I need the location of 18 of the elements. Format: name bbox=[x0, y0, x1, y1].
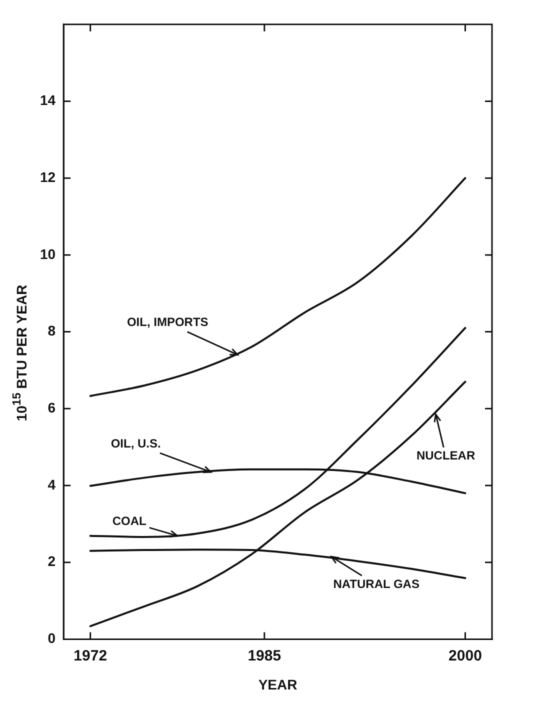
y-tick-label: 12 bbox=[40, 168, 56, 185]
annotation: OIL, U.S. bbox=[110, 436, 161, 450]
y-tick-label: 14 bbox=[40, 92, 56, 108]
annotation: NUCLEAR bbox=[416, 448, 476, 463]
y-tick-label: 2 bbox=[48, 553, 56, 570]
y-tick-label: 10 bbox=[40, 246, 56, 262]
y-tick-label: 0 bbox=[48, 630, 56, 646]
line-series bbox=[89, 177, 466, 397]
x-tick-label: 1972 bbox=[74, 647, 108, 664]
y-tick-label: 6 bbox=[48, 400, 56, 416]
annotation: NATURAL GAS bbox=[333, 576, 420, 591]
x-axis-title: YEAR bbox=[258, 676, 298, 692]
y-tick-label: 4 bbox=[48, 476, 56, 492]
y-tick-label: 8 bbox=[48, 322, 56, 339]
x-tick-label: 1985 bbox=[248, 647, 282, 664]
annotation: OIL, IMPORTS bbox=[126, 315, 208, 330]
x-tick-label: 2000 bbox=[448, 647, 482, 664]
annotation: COAL bbox=[112, 514, 146, 528]
